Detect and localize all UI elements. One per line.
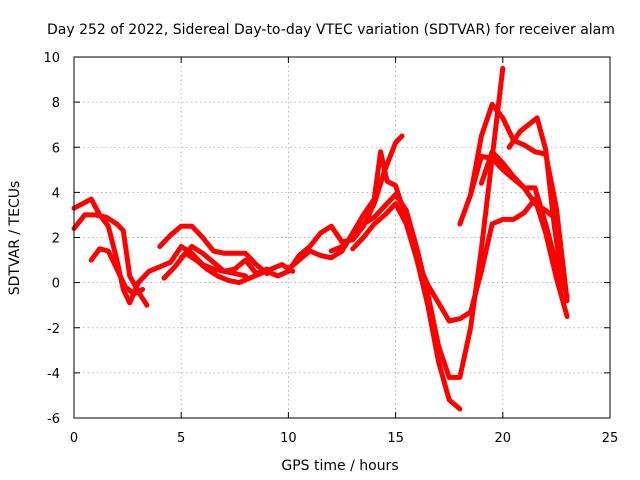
ticks — [73, 56, 611, 419]
grid — [74, 57, 610, 418]
y-tick-label: 8 — [52, 96, 60, 111]
series-line-8 — [285, 149, 463, 412]
y-tick-label: 2 — [52, 232, 60, 247]
x-tick-label: 5 — [177, 431, 185, 446]
y-tick-label: -2 — [47, 322, 60, 337]
x-tick-label: 0 — [70, 431, 78, 446]
y-axis-title: SDTVAR / TECUs — [7, 181, 23, 296]
y-tick-labels: -6 -4 -2 0 2 4 6 8 10 — [43, 51, 60, 427]
series-line-2 — [71, 212, 150, 308]
x-tick-labels: 0 5 10 15 20 25 — [70, 431, 618, 446]
y-tick-label: -6 — [47, 412, 60, 427]
x-tick-label: 20 — [495, 431, 512, 446]
x-axis-title: GPS time / hours — [281, 458, 398, 474]
y-tick-label: 0 — [52, 277, 60, 292]
series-line-14 — [506, 115, 566, 286]
y-tick-label: -4 — [47, 367, 60, 382]
chart-title: Day 252 of 2022, Sidereal Day-to-day VTE… — [47, 22, 615, 38]
y-tick-label: 6 — [52, 141, 60, 156]
x-tick-label: 10 — [280, 431, 297, 446]
series-line-10 — [350, 196, 570, 324]
series-layer — [71, 65, 570, 412]
x-tick-label: 15 — [387, 431, 404, 446]
y-tick-label: 4 — [52, 186, 60, 201]
series-line-3 — [88, 246, 146, 297]
x-tick-label: 25 — [602, 431, 619, 446]
series-line-13 — [478, 149, 559, 222]
series-line-4 — [157, 223, 270, 277]
series-line-6 — [178, 244, 270, 277]
y-tick-label: 10 — [43, 51, 60, 66]
